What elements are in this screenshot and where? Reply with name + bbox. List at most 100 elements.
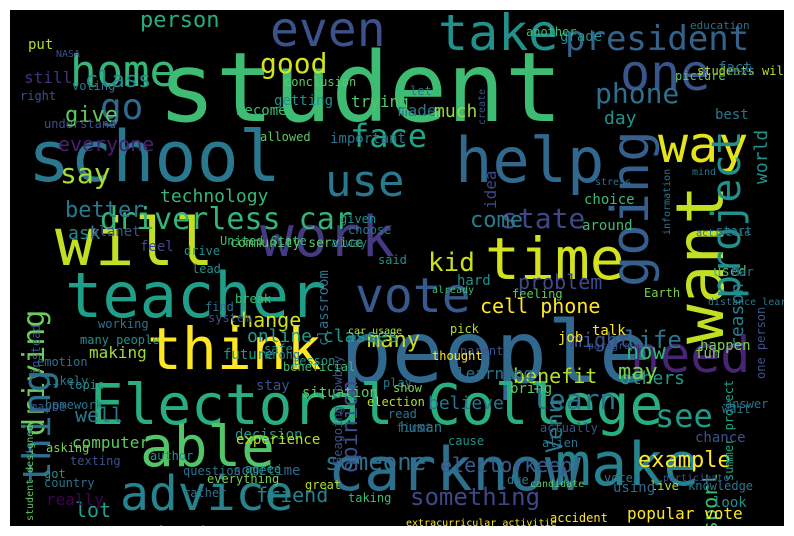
word: put	[28, 37, 54, 53]
word: teacher	[65, 259, 327, 332]
word: instead	[29, 324, 43, 375]
word: break	[235, 292, 272, 306]
word: agree	[245, 462, 282, 476]
word: idea	[481, 170, 500, 209]
word: texting	[70, 454, 121, 468]
word: state	[501, 202, 586, 235]
word: take	[438, 10, 559, 62]
word: around	[582, 218, 633, 234]
word: chance	[695, 430, 746, 446]
word: ask	[68, 223, 101, 244]
word: face	[350, 117, 428, 155]
word: choose	[348, 223, 392, 237]
word: now	[626, 340, 666, 365]
word: problem	[518, 270, 603, 294]
word: thought	[432, 349, 483, 363]
word: something	[410, 483, 541, 511]
word: bring	[510, 381, 553, 397]
word: still	[24, 68, 73, 87]
word: question	[183, 464, 241, 478]
word: answer	[725, 397, 769, 411]
word: working	[98, 317, 149, 331]
word: lesson	[292, 354, 336, 368]
word: everything	[207, 472, 280, 486]
word: believe	[428, 393, 504, 414]
word: friend	[256, 483, 329, 507]
word: technology	[160, 186, 269, 207]
word: participate	[663, 473, 730, 484]
word: best	[715, 107, 749, 123]
word: using	[613, 480, 656, 496]
word: look	[713, 495, 747, 511]
word: say	[60, 157, 111, 190]
word: wait	[722, 402, 751, 416]
word: feel	[140, 239, 174, 255]
word: one person	[754, 306, 768, 379]
word: United State	[220, 234, 307, 248]
word: phone	[595, 77, 680, 110]
word: online classes	[247, 326, 399, 347]
word: world	[751, 129, 772, 184]
word: NASA	[56, 49, 81, 60]
word: change	[229, 308, 302, 332]
word: life	[624, 326, 682, 354]
word: Mar	[732, 265, 754, 279]
word: make	[555, 430, 700, 500]
word: create	[477, 88, 488, 125]
word: much	[434, 101, 478, 122]
word: well	[75, 403, 124, 427]
word: candidate	[530, 479, 585, 490]
word: important	[330, 131, 406, 147]
word: accident	[550, 511, 608, 525]
word: student	[158, 32, 563, 144]
word: car usage	[348, 326, 403, 337]
word: got	[44, 467, 66, 481]
word: live	[650, 479, 679, 493]
word: getting	[274, 93, 334, 109]
word: information	[662, 168, 673, 235]
word: vote	[355, 268, 471, 324]
word: one	[620, 44, 711, 102]
word: many	[367, 328, 420, 353]
word: someone	[325, 448, 427, 476]
word: read	[388, 407, 417, 421]
word: happen	[700, 338, 751, 354]
word: others	[620, 368, 686, 389]
word: good	[260, 47, 328, 80]
word: become	[236, 103, 287, 119]
word: homework	[45, 398, 103, 412]
word: see	[655, 397, 713, 435]
word: able	[140, 415, 275, 480]
word: let	[410, 84, 432, 98]
word: job	[558, 330, 584, 346]
word: student designed	[25, 424, 36, 521]
word: understand	[44, 117, 117, 131]
word: made	[398, 101, 437, 120]
word: Earth	[644, 286, 681, 300]
word: first	[396, 421, 433, 435]
word: voting	[72, 79, 116, 93]
word: alway	[331, 236, 368, 250]
word: think	[147, 315, 322, 383]
word: talk	[592, 323, 626, 339]
word: drive	[184, 244, 221, 258]
word: extracurricular activitie	[406, 518, 557, 527]
word: asking	[46, 441, 90, 455]
word: sometime	[233, 463, 301, 479]
word: election	[367, 395, 425, 409]
word: choice	[584, 192, 635, 208]
word: taking	[348, 491, 392, 505]
word: actually	[540, 421, 598, 435]
word-cloud: student people school Electoral College …	[10, 10, 784, 526]
word: carknow	[328, 435, 581, 505]
word: fact	[718, 60, 752, 76]
word: day	[604, 108, 637, 129]
word: people	[340, 303, 651, 403]
word: cause	[448, 434, 485, 448]
word: lot	[75, 498, 112, 522]
word: kid	[428, 248, 475, 278]
word: planet	[90, 224, 141, 240]
word: benefit	[513, 364, 598, 388]
word: learning	[456, 364, 534, 383]
word: lead	[192, 262, 221, 276]
